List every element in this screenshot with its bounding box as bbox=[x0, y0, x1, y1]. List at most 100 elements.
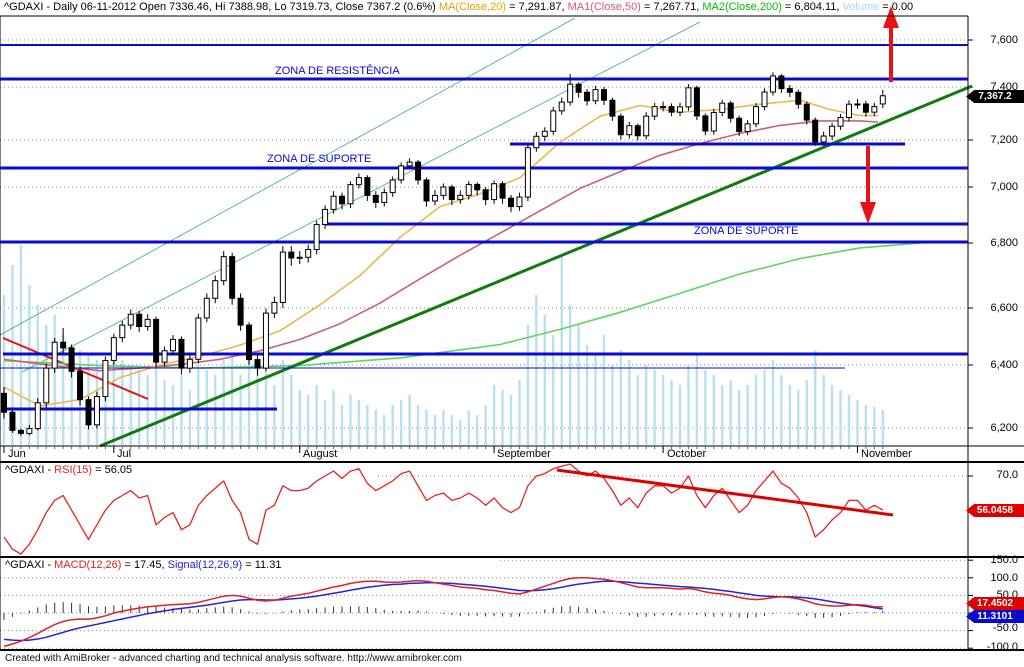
candle-body bbox=[305, 249, 312, 258]
candle-body bbox=[541, 130, 548, 137]
candle-body bbox=[575, 83, 582, 93]
candle-body bbox=[744, 123, 751, 133]
candle-body bbox=[68, 347, 75, 372]
rsi-downtrend-line bbox=[556, 468, 894, 517]
macd-indicator-label: MACD(12,26) bbox=[54, 559, 122, 571]
candle-body bbox=[609, 99, 616, 117]
rsi-axis-label: 70.0 bbox=[996, 469, 1018, 481]
candle-body bbox=[119, 324, 126, 339]
candle-body bbox=[372, 194, 379, 203]
candle-body bbox=[313, 224, 320, 251]
y-axis-label: 7,600 bbox=[990, 34, 1018, 46]
candle-body bbox=[330, 195, 337, 210]
rsi-panel-title: ^GDAXI - RSI(15) = 56.05 bbox=[5, 464, 136, 476]
candle-body bbox=[846, 103, 852, 118]
macd-axis-label: 100.0 bbox=[990, 572, 1018, 584]
title-ma50-value: = 7,267.71, bbox=[640, 1, 703, 13]
title-ma20-label: MA(Close,20) bbox=[438, 1, 507, 13]
ma50-line bbox=[3, 120, 879, 372]
candle-body bbox=[364, 177, 371, 196]
candle-body bbox=[178, 338, 185, 369]
resistance-zone-label: ZONA DE RESISTÊNCIA bbox=[275, 65, 400, 77]
title-volume-value: = 0.00 bbox=[879, 1, 914, 13]
candle-body bbox=[702, 115, 709, 132]
candle-body bbox=[710, 111, 717, 132]
x-axis-month: November bbox=[861, 448, 912, 460]
candle-body bbox=[558, 101, 565, 112]
candle-body bbox=[550, 110, 557, 132]
candle-body bbox=[279, 251, 286, 303]
up-arrow-head bbox=[883, 6, 899, 28]
signal-title-value: = 11.31 bbox=[242, 559, 282, 571]
candle-body bbox=[322, 208, 329, 226]
candle-body bbox=[347, 184, 354, 205]
candle-body bbox=[829, 125, 836, 137]
y-axis-label: 6,600 bbox=[990, 302, 1018, 314]
candle-body bbox=[651, 106, 658, 117]
candle-body bbox=[51, 341, 58, 369]
candle-body bbox=[262, 312, 269, 369]
candle-body bbox=[398, 165, 405, 181]
candle-body bbox=[1, 392, 7, 413]
candle-body bbox=[634, 125, 641, 137]
candle-body bbox=[854, 103, 861, 106]
candle-body bbox=[592, 89, 599, 102]
candle-body bbox=[186, 358, 193, 369]
candle-body bbox=[34, 402, 41, 430]
title-volume-label: Volume bbox=[842, 1, 880, 13]
candle-body bbox=[516, 196, 523, 208]
major-uptrend-line bbox=[99, 84, 973, 448]
rsi-line bbox=[3, 463, 884, 555]
candle-body bbox=[812, 119, 819, 143]
x-axis-month: October bbox=[667, 448, 707, 460]
candle-body bbox=[170, 338, 176, 352]
candle-body bbox=[736, 117, 743, 133]
candle-body bbox=[778, 75, 785, 90]
y-axis-label: 7,000 bbox=[990, 181, 1018, 193]
candle-body bbox=[685, 87, 692, 108]
candle-body bbox=[803, 103, 810, 121]
candle-body bbox=[77, 370, 84, 401]
rsi-title-value: = 56.05 bbox=[92, 464, 133, 476]
candle-body bbox=[499, 183, 506, 199]
candle-body bbox=[761, 91, 768, 108]
candle-body bbox=[212, 280, 219, 299]
candle-body bbox=[795, 91, 802, 105]
down-arrow-head bbox=[860, 202, 876, 224]
candle-body bbox=[381, 192, 388, 203]
candle-body bbox=[753, 106, 760, 125]
candle-body bbox=[144, 318, 151, 328]
candle-body bbox=[60, 341, 67, 349]
candle-body bbox=[355, 177, 362, 186]
macd-panel-title: ^GDAXI - MACD(12,26) = 17.45, Signal(12,… bbox=[5, 559, 285, 571]
title-ma20-value: = 7,291.87, bbox=[506, 1, 568, 13]
candle-body bbox=[110, 337, 117, 361]
candle-body bbox=[871, 106, 878, 113]
candle-body bbox=[389, 179, 396, 194]
y-axis-label: 6,200 bbox=[990, 422, 1018, 434]
rsi-title-prefix: ^GDAXI - bbox=[5, 464, 55, 476]
signal-indicator-label: Signal(12,26,9) bbox=[167, 559, 243, 571]
candle-body bbox=[474, 183, 481, 191]
rsi-indicator-label: RSI(15) bbox=[54, 464, 93, 476]
candle-body bbox=[415, 161, 422, 181]
candle-body bbox=[617, 115, 624, 136]
candle-body bbox=[17, 429, 24, 434]
title-ohlc-text: ^GDAXI - Daily 06-11-2012 Open 7336.46, … bbox=[4, 1, 439, 13]
candle-body bbox=[43, 367, 50, 404]
chart-title-bar: ^GDAXI - Daily 06-11-2012 Open 7336.46, … bbox=[4, 1, 913, 13]
macd-title-prefix: ^GDAXI - bbox=[5, 559, 55, 571]
candle-body bbox=[508, 197, 514, 208]
candle-body bbox=[203, 297, 210, 319]
candle-body bbox=[719, 102, 726, 113]
candle-body bbox=[85, 399, 92, 426]
title-ma50-label: MA1(Close,50) bbox=[567, 1, 641, 13]
candle-body bbox=[482, 189, 489, 201]
candle-body bbox=[339, 195, 345, 205]
candle-body bbox=[626, 125, 633, 136]
candle-body bbox=[448, 186, 455, 201]
candle-body bbox=[296, 256, 303, 259]
candle-body bbox=[271, 301, 278, 314]
